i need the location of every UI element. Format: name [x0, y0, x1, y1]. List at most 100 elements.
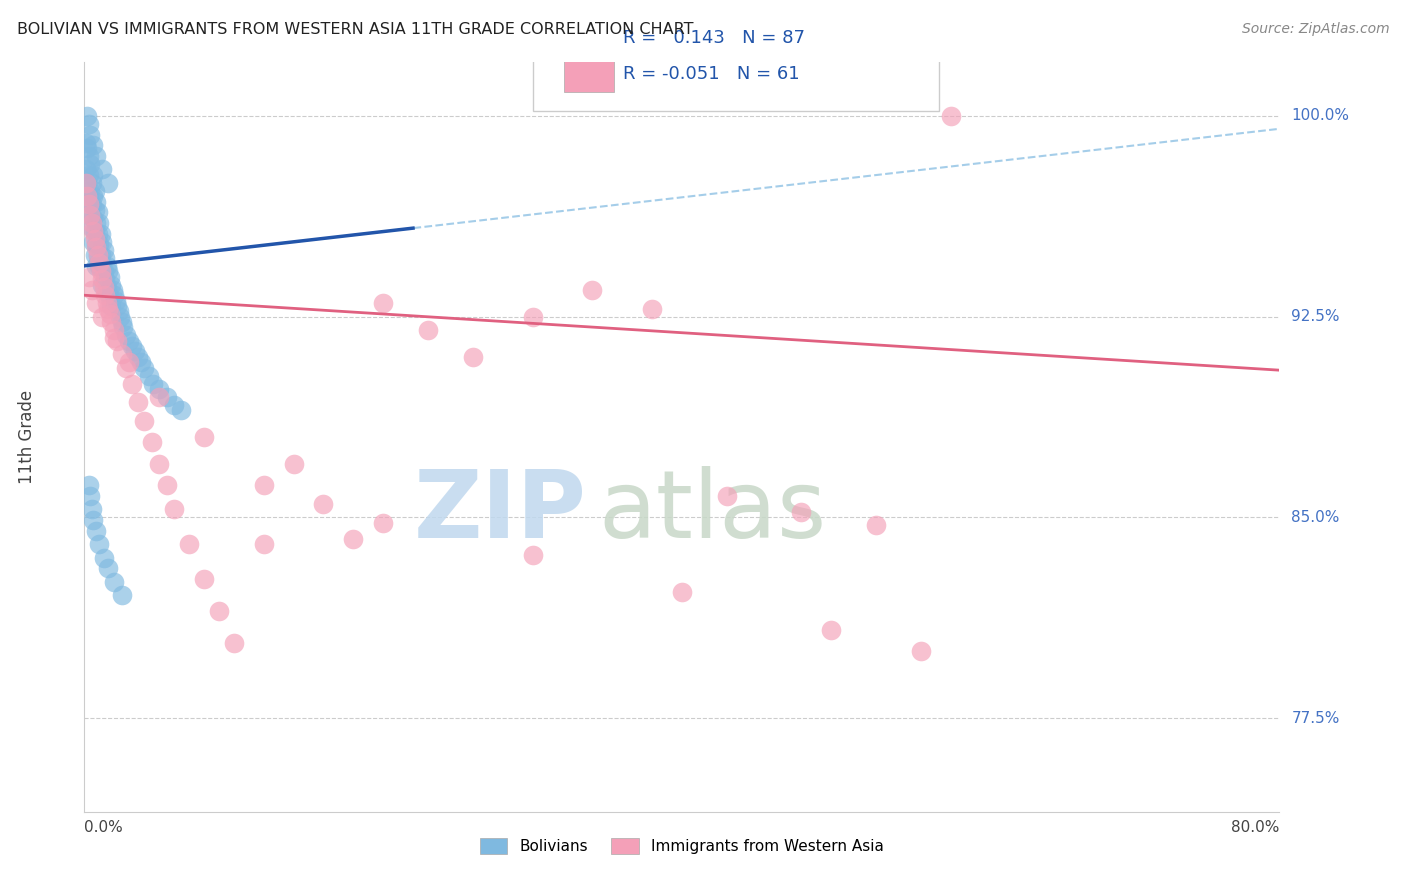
Point: [79, 208, 101, 222]
Point: [115, 328, 138, 343]
Point: [83, 224, 105, 238]
Text: 85.0%: 85.0%: [1292, 510, 1340, 524]
Point: [208, 604, 231, 618]
Point: [155, 478, 177, 492]
Point: [86, 524, 108, 538]
Point: [91, 277, 114, 292]
Point: [522, 310, 544, 324]
Point: [96, 280, 118, 294]
Point: [82, 513, 104, 527]
Point: [641, 301, 664, 316]
Text: BOLIVIAN VS IMMIGRANTS FROM WESTERN ASIA 11TH GRADE CORRELATION CHART: BOLIVIAN VS IMMIGRANTS FROM WESTERN ASIA…: [17, 22, 693, 37]
Point: [91, 272, 114, 286]
Point: [75, 162, 97, 177]
Point: [79, 184, 101, 198]
Point: [148, 457, 170, 471]
Text: R = -0.051   N = 61: R = -0.051 N = 61: [623, 65, 800, 83]
Point: [100, 277, 122, 292]
Point: [129, 355, 152, 369]
Point: [93, 280, 115, 294]
Point: [76, 109, 98, 123]
Point: [118, 334, 141, 348]
Point: [112, 320, 135, 334]
Point: [80, 216, 103, 230]
Point: [127, 395, 149, 409]
Text: 0.0%: 0.0%: [84, 820, 124, 835]
Point: [97, 176, 120, 190]
Point: [103, 288, 125, 302]
Point: [82, 211, 104, 225]
Text: Source: ZipAtlas.com: Source: ZipAtlas.com: [1241, 22, 1389, 37]
Text: ZIP: ZIP: [413, 466, 586, 558]
Point: [77, 189, 100, 203]
Point: [148, 390, 170, 404]
Point: [98, 291, 121, 305]
Point: [163, 502, 186, 516]
Point: [107, 304, 129, 318]
Point: [865, 518, 887, 533]
Text: R =   0.143   N = 87: R = 0.143 N = 87: [623, 29, 806, 47]
Point: [83, 232, 105, 246]
Text: 11th Grade: 11th Grade: [18, 390, 37, 484]
Text: 77.5%: 77.5%: [1292, 711, 1340, 725]
Point: [127, 350, 149, 364]
Point: [76, 141, 98, 155]
Point: [87, 205, 110, 219]
Point: [170, 403, 193, 417]
Point: [96, 259, 118, 273]
Point: [100, 299, 122, 313]
Point: [283, 457, 305, 471]
Point: [90, 227, 112, 241]
Point: [82, 224, 104, 238]
FancyBboxPatch shape: [533, 10, 939, 112]
Point: [461, 350, 484, 364]
Point: [79, 157, 101, 171]
Point: [103, 323, 125, 337]
Point: [77, 168, 100, 182]
Point: [581, 283, 603, 297]
Point: [111, 347, 134, 361]
Point: [80, 197, 103, 211]
Point: [79, 489, 101, 503]
Point: [522, 548, 544, 562]
Point: [86, 237, 108, 252]
Point: [86, 194, 108, 209]
Point: [82, 168, 104, 182]
Text: atlas: atlas: [599, 466, 827, 558]
Point: [93, 264, 115, 278]
Point: [89, 256, 111, 270]
Point: [820, 623, 842, 637]
Point: [790, 505, 813, 519]
Point: [373, 296, 395, 310]
Point: [89, 259, 111, 273]
Point: [91, 256, 114, 270]
Point: [222, 636, 245, 650]
Point: [97, 561, 120, 575]
Point: [91, 235, 114, 249]
Point: [342, 532, 364, 546]
Point: [87, 227, 110, 241]
Point: [86, 240, 108, 254]
Point: [373, 516, 395, 530]
Point: [94, 251, 117, 265]
Point: [76, 189, 98, 203]
Point: [86, 296, 108, 310]
Point: [76, 176, 98, 190]
Point: [105, 299, 128, 313]
Point: [103, 331, 125, 345]
Point: [80, 221, 103, 235]
Point: [118, 355, 141, 369]
Point: [90, 248, 112, 262]
Point: [155, 390, 177, 404]
Point: [89, 537, 111, 551]
Point: [142, 376, 165, 391]
Point: [132, 414, 156, 428]
Point: [82, 189, 104, 203]
Point: [94, 272, 117, 286]
Point: [416, 323, 439, 337]
Point: [138, 368, 160, 383]
Point: [98, 269, 121, 284]
Point: [90, 264, 112, 278]
Point: [93, 550, 115, 565]
Text: 100.0%: 100.0%: [1292, 109, 1350, 123]
